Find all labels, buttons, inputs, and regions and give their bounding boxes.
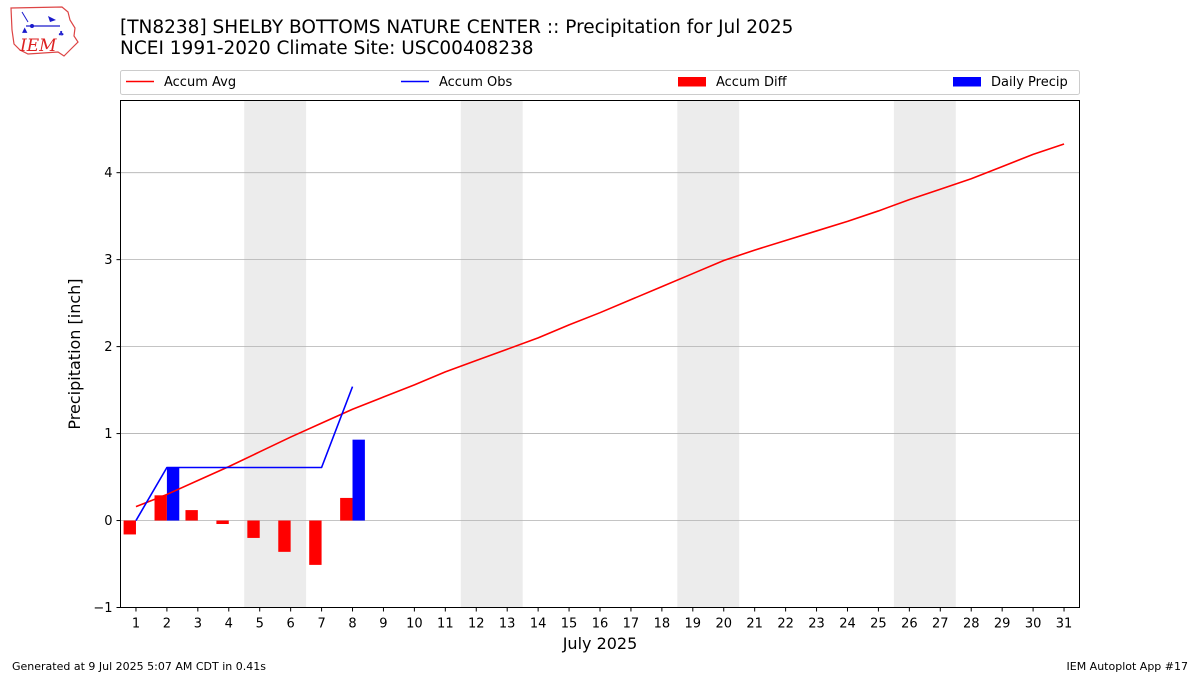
app-credit: IEM Autoplot App #17: [1066, 660, 1189, 673]
x-tick-label: 1: [132, 617, 140, 632]
legend-label: Accum Avg: [164, 75, 236, 90]
x-tick-label: 3: [194, 617, 202, 632]
weekend-bands: [244, 100, 956, 608]
x-tick-label: 15: [561, 617, 578, 632]
x-tick-label: 16: [592, 617, 609, 632]
line-marks: [135, 143, 1065, 521]
accum-diff-bar: [309, 520, 322, 565]
y-tick-label: 0: [104, 514, 112, 529]
accum-diff-bar: [154, 495, 167, 521]
accum-diff-bar: [247, 520, 260, 538]
y-tick-label: 3: [104, 253, 112, 268]
x-axis-ticks: 1 2 3 4 5 6 7 8 9 10 11 12 13 14 15 16 17 18 19 20 21 22 23 24 2…: [132, 607, 1073, 632]
x-tick-label: 29: [994, 617, 1011, 632]
x-tick-label: 20: [715, 617, 732, 632]
iem-logo: ▲ ♣ IEM: [10, 6, 79, 57]
x-tick-label: 11: [437, 617, 454, 632]
legend-label: Daily Precip: [991, 75, 1068, 90]
svg-text:▲: ▲: [22, 26, 28, 34]
legend-swatch: [678, 77, 706, 87]
x-tick-label: 18: [654, 617, 671, 632]
x-tick-label: 19: [685, 617, 702, 632]
y-tick-label: 4: [104, 166, 112, 181]
svg-text:♣: ♣: [58, 30, 64, 38]
x-tick-label: 2: [163, 617, 171, 632]
logo-text: IEM: [19, 36, 57, 56]
y-tick-label: 2: [104, 340, 112, 355]
x-tick-label: 25: [870, 617, 887, 632]
x-tick-label: 14: [530, 617, 547, 632]
y-tick-label: 1: [104, 427, 112, 442]
generated-timestamp: Generated at 9 Jul 2025 5:07 AM CDT in 0…: [12, 660, 266, 673]
y-tick-label: −1: [93, 601, 112, 616]
legend-swatch: [953, 77, 981, 87]
x-tick-label: 30: [1025, 617, 1042, 632]
accum-diff-bar: [340, 497, 353, 521]
x-tick-label: 6: [287, 617, 295, 632]
title-line-2: NCEI 1991-2020 Climate Site: USC00408238: [120, 38, 534, 59]
legend: Accum Avg Accum Obs Accum Diff Daily Precip: [120, 70, 1080, 95]
weekend-band: [677, 100, 740, 608]
legend-box: [120, 70, 1080, 95]
x-tick-label: 28: [963, 617, 980, 632]
daily-precip-bar: [166, 467, 180, 521]
y-axis-ticks: −1 0 1 2 3 4: [93, 166, 121, 616]
accum-diff-bar: [216, 520, 229, 525]
x-tick-label: 8: [348, 617, 356, 632]
accum-avg-line: [135, 143, 1065, 508]
x-tick-label: 27: [932, 617, 949, 632]
x-tick-label: 5: [256, 617, 264, 632]
x-tick-label: 31: [1056, 617, 1073, 632]
accum-diff-bar: [185, 510, 198, 521]
accum-obs-line: [135, 386, 354, 521]
accum-diff-bar: [123, 520, 136, 535]
daily-precip-bar: [352, 439, 365, 521]
chart-title: [TN8238] SHELBY BOTTOMS NATURE CENTER ::…: [120, 17, 793, 59]
x-tick-label: 23: [808, 617, 825, 632]
legend-label: Accum Obs: [439, 75, 512, 90]
x-tick-label: 4: [225, 617, 233, 632]
legend-label: Accum Diff: [716, 75, 788, 90]
title-line-1: [TN8238] SHELBY BOTTOMS NATURE CENTER ::…: [120, 17, 794, 38]
x-tick-label: 7: [317, 617, 325, 632]
x-tick-label: 21: [746, 617, 763, 632]
x-tick-label: 10: [406, 617, 423, 632]
weekend-band: [893, 100, 956, 608]
x-tick-label: 12: [468, 617, 485, 632]
weekend-band: [460, 100, 523, 608]
x-axis-label: July 2025: [562, 634, 638, 653]
x-tick-label: 9: [379, 617, 387, 632]
x-tick-label: 26: [901, 617, 918, 632]
accum-diff-bar: [278, 520, 291, 552]
x-tick-label: 17: [623, 617, 640, 632]
x-tick-label: 13: [499, 617, 516, 632]
bar-marks: [123, 439, 365, 565]
y-axis-label: Precipitation [inch]: [65, 278, 84, 429]
x-tick-label: 22: [777, 617, 794, 632]
x-tick-label: 24: [839, 617, 856, 632]
